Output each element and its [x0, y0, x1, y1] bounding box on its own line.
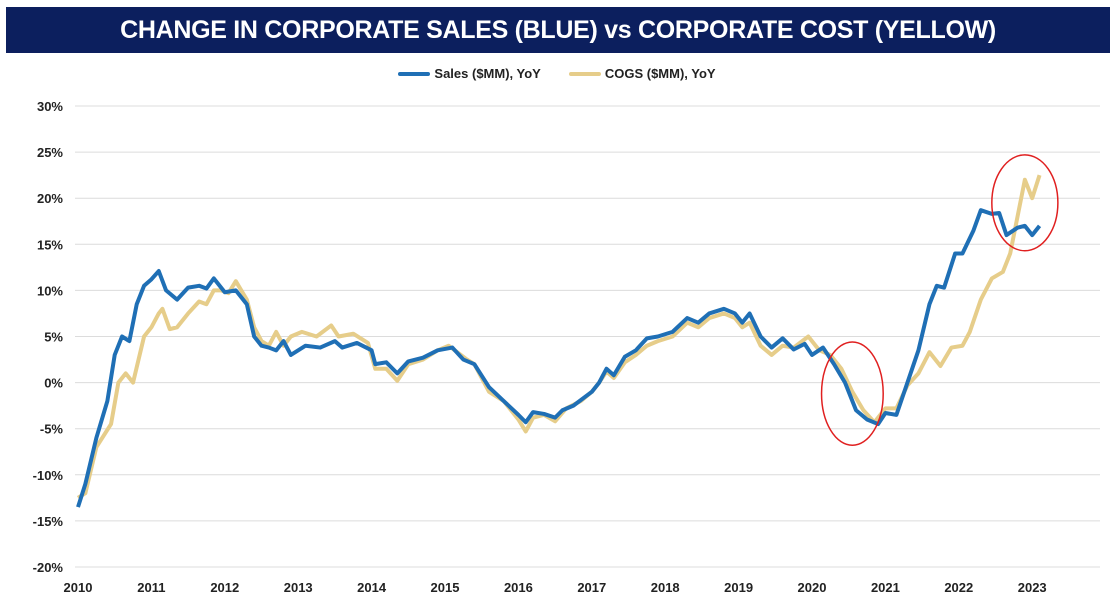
y-tick-label: 15% — [37, 237, 63, 252]
legend-label-cogs: COGS ($MM), YoY — [604, 66, 716, 81]
x-tick-label: 2013 — [284, 580, 313, 595]
y-tick-label: -15% — [33, 514, 64, 529]
x-tick-label: 2015 — [431, 580, 460, 595]
x-tick-label: 2018 — [651, 580, 680, 595]
legend-swatch-sales — [398, 71, 431, 76]
highlight-circle — [820, 341, 884, 447]
y-tick-label: 30% — [37, 99, 63, 114]
x-tick-label: 2012 — [210, 580, 239, 595]
y-tick-label: 0% — [44, 376, 63, 391]
x-tick-label: 2019 — [724, 580, 753, 595]
x-tick-label: 2016 — [504, 580, 533, 595]
x-tick-label: 2020 — [798, 580, 827, 595]
x-tick-label: 2017 — [577, 580, 606, 595]
legend-item-cogs: COGS ($MM), YoY — [568, 66, 716, 81]
x-tick-label: 2010 — [64, 580, 93, 595]
x-tick-label: 2014 — [357, 580, 387, 595]
x-tick-label: 2022 — [944, 580, 973, 595]
chart-title: CHANGE IN CORPORATE SALES (BLUE) vs CORP… — [6, 7, 1110, 53]
y-tick-label: -10% — [33, 468, 64, 483]
y-tick-label: 10% — [37, 283, 63, 298]
legend-item-sales: Sales ($MM), YoY — [398, 66, 541, 81]
y-tick-label: 5% — [44, 330, 63, 345]
y-tick-label: 25% — [37, 145, 63, 160]
y-tick-label: 20% — [37, 191, 63, 206]
highlight-circle — [991, 154, 1059, 252]
legend-swatch-cogs — [568, 71, 601, 76]
legend: Sales ($MM), YoY COGS ($MM), YoY — [0, 66, 1114, 81]
x-tick-label: 2011 — [137, 580, 165, 595]
x-tick-label: 2023 — [1018, 580, 1047, 595]
x-tick-label: 2021 — [871, 580, 900, 595]
y-tick-label: -20% — [33, 560, 64, 575]
series-line-sales — [76, 208, 1042, 508]
legend-label-sales: Sales ($MM), YoY — [434, 66, 541, 81]
y-tick-label: -5% — [40, 422, 64, 437]
